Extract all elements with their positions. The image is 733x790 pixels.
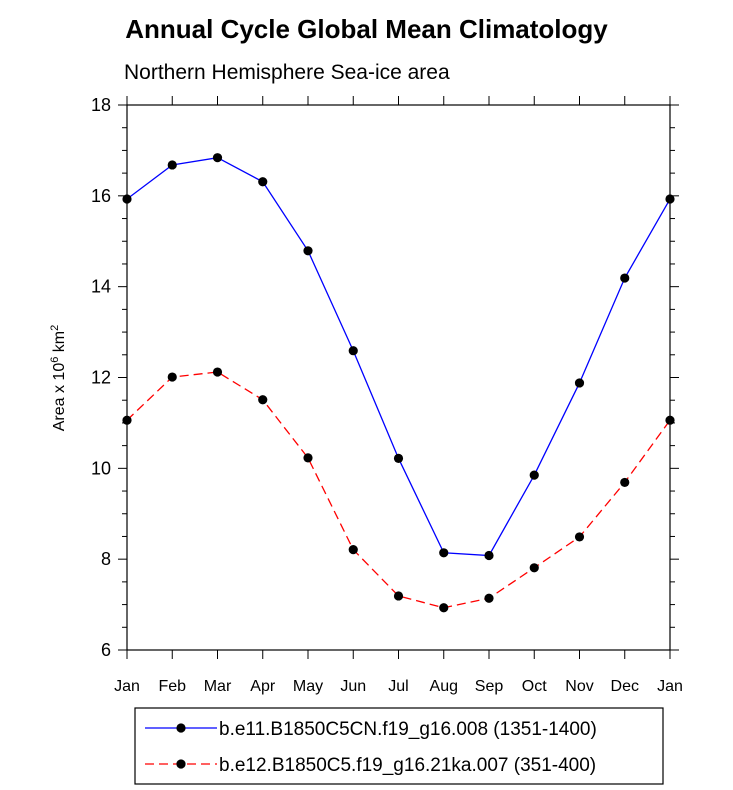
chart-subtitle: Northern Hemisphere Sea-ice area <box>124 61 450 84</box>
legend-label-2: b.e12.B1850C5.f19_g16.21ka.007 (351-400) <box>219 755 596 776</box>
series-1-point <box>167 160 177 170</box>
series-1-point <box>620 273 630 283</box>
y-axis-label-exponent: 6 <box>49 357 61 363</box>
x-tick-label: Nov <box>565 678 593 695</box>
series-2-point <box>574 532 585 542</box>
series-1-point <box>529 470 539 480</box>
y-axis-label-base: Area x 10 <box>51 363 68 432</box>
x-tick-label: Jul <box>388 678 408 695</box>
x-tick-label: Sep <box>475 678 504 695</box>
chart-title: Annual Cycle Global Mean Climatology <box>125 14 608 44</box>
y-tick-label: 10 <box>91 458 111 478</box>
y-axis-label-unit-exponent: 2 <box>49 325 61 331</box>
series-2-point <box>439 603 449 613</box>
y-axis-label-unit: km <box>51 331 68 357</box>
series-1-point <box>348 346 358 356</box>
y-tick-label: 8 <box>101 549 111 569</box>
x-tick-label: Aug <box>430 678 458 695</box>
x-tick-label: Mar <box>204 678 232 695</box>
series-2-point <box>393 591 404 601</box>
series-1-point <box>212 153 223 163</box>
x-tick-label: Oct <box>522 678 547 695</box>
series-2-point <box>122 415 132 425</box>
series-1-point <box>122 194 132 204</box>
series-line-2 <box>126 371 671 609</box>
series-1-point <box>484 550 494 561</box>
y-tick-label: 18 <box>91 95 111 115</box>
series-2-point <box>620 477 630 488</box>
x-tick-label: Feb <box>158 678 186 695</box>
series-1-point <box>258 177 268 187</box>
legend-label-1: b.e11.B1850C5CN.f19_g16.008 (1351-1400) <box>219 719 597 740</box>
series-1-point <box>439 548 449 558</box>
y-axis-label: Area x 106 km2 <box>49 325 68 432</box>
y-tick-label: 16 <box>91 186 111 206</box>
series-2-point <box>484 593 494 603</box>
legend-box <box>134 707 664 785</box>
legend-marker-2 <box>176 759 186 769</box>
series-1-point <box>303 246 313 256</box>
y-tick-label: 6 <box>101 640 111 660</box>
series-2-point <box>529 563 539 573</box>
x-tick-label: Apr <box>250 678 276 695</box>
series-line-1 <box>126 157 671 557</box>
series-2-point <box>348 545 358 555</box>
series-2-point <box>258 395 268 405</box>
series-1-point <box>393 453 404 463</box>
x-tick-label: Jan <box>114 678 140 695</box>
y-tick-label: 12 <box>91 368 111 388</box>
series-2-point <box>167 372 177 382</box>
series-1-point <box>574 378 585 388</box>
x-tick-label: Jun <box>340 678 366 695</box>
series-1-point <box>665 194 675 204</box>
series-2-point <box>665 415 675 425</box>
series-2-point <box>212 367 223 377</box>
y-tick-label: 14 <box>91 277 111 297</box>
series-2-point <box>303 453 313 463</box>
plot-frame <box>126 104 671 651</box>
legend-marker-1 <box>176 723 186 733</box>
x-tick-label: Dec <box>611 678 639 695</box>
x-tick-label: Jan <box>657 678 683 695</box>
x-tick-label: May <box>293 678 323 695</box>
